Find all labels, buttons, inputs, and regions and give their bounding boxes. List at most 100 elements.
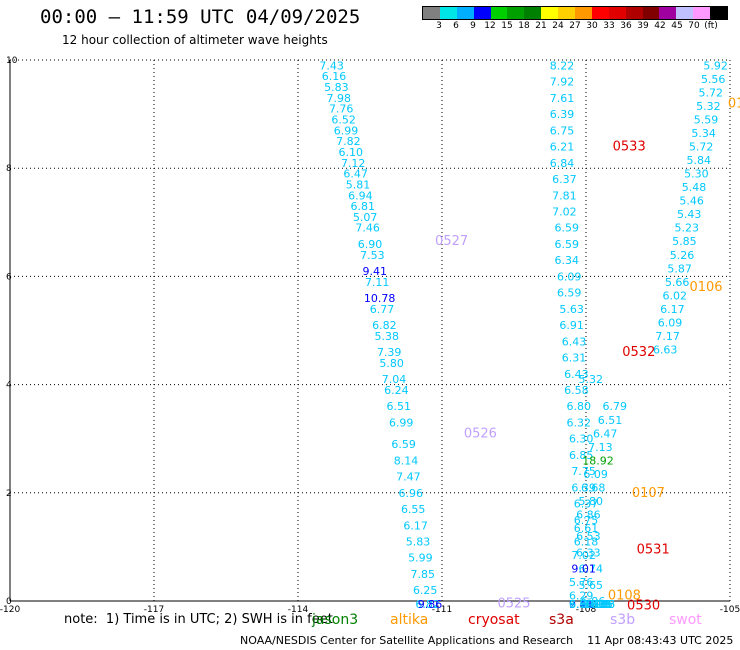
credit-line: NOAA/NESDIS Center for Satellite Applica…: [240, 634, 734, 647]
legend-swatch: [507, 7, 525, 19]
page-subtitle: 12 hour collection of altimeter wave hei…: [62, 33, 328, 47]
wave-height-label: 5.80: [579, 495, 604, 508]
wave-height-label: 6.31: [562, 352, 587, 365]
wave-height-label: 9.86: [418, 598, 443, 611]
wave-height-label: 5.83: [406, 535, 431, 548]
wave-height-label: 6.24: [384, 384, 409, 397]
x-tick-label: -120: [0, 605, 20, 615]
legend-swatch: [608, 7, 626, 19]
wave-height-label: 6.52: [331, 114, 356, 127]
wave-height-label: 6.02: [663, 289, 688, 302]
pass-time-label: 0106: [689, 280, 722, 295]
wave-height-label: 5.75: [588, 598, 613, 611]
wave-height-label: 6.37: [552, 173, 577, 186]
wave-height-label: 6.96: [399, 487, 424, 500]
legend-swatch: [558, 7, 576, 19]
pass-time-label: 0107: [632, 486, 665, 501]
wave-height-label: 9.41: [569, 598, 594, 611]
pass-time-label: 0533: [613, 140, 646, 155]
wave-height-label: 6.55: [401, 503, 426, 516]
wave-height-label: 5.56: [701, 73, 726, 86]
wave-height-label: 7.85: [411, 568, 436, 581]
wave-height-label: 7.13: [588, 441, 613, 454]
wave-height-label: 6.68: [581, 481, 606, 494]
x-tick-label: -108: [576, 605, 597, 615]
wave-height-label: 5.46: [679, 195, 704, 208]
wave-height-label: 6.82: [372, 319, 397, 332]
wave-height-label: 7.43: [319, 59, 344, 72]
wave-height-label: 6.53: [576, 530, 601, 543]
color-legend-labels: 3 6 9 12 15 18 21 24 27 30 33 36 39 42 45 70 (ft): [422, 21, 728, 33]
wave-height-label: 7.46: [355, 222, 380, 235]
pass-time-label: 0530: [627, 598, 660, 613]
wave-height-label: 6.36: [591, 598, 616, 611]
wave-height-label: 6.99: [389, 416, 414, 429]
wave-height-label: 5.34: [691, 127, 716, 140]
wave-height-label: 5.26: [670, 249, 695, 262]
wave-height-label: 6.91: [559, 319, 584, 332]
legend-swatch: [541, 7, 559, 19]
legend-label: 36: [620, 21, 632, 31]
wave-height-label: 6.61: [574, 522, 599, 535]
satellite-name: cryosat: [468, 612, 520, 628]
legend-swatch: [693, 7, 711, 19]
wave-height-label: 6.39: [571, 481, 596, 494]
wave-height-label: 6.75: [550, 124, 575, 137]
wave-height-label: 9.41: [363, 265, 388, 278]
y-tick-label: 2: [6, 489, 12, 499]
wave-height-label: 6.51: [387, 400, 412, 413]
legend-swatch: [456, 7, 474, 19]
wave-height-label: 6.75: [574, 514, 599, 527]
pass-time-label: 0527: [435, 234, 468, 249]
wave-height-label: 7.04: [382, 373, 407, 386]
wave-height-label: 7.02: [552, 205, 577, 218]
legend-label: 18: [518, 21, 530, 31]
wave-height-label: 5.85: [672, 235, 697, 248]
legend-label: 12: [484, 21, 496, 31]
legend-label: 70: [688, 21, 700, 31]
satellite-name: altika: [390, 612, 429, 628]
wave-height-label: 6.51: [598, 414, 623, 427]
legend-label: 24: [552, 21, 564, 31]
wave-height-label: 6.86: [576, 508, 601, 521]
wave-height-label: 6.29: [569, 590, 594, 603]
wave-height-label: 6.30: [569, 433, 594, 446]
wave-height-label: 5.38: [375, 330, 400, 343]
wave-height-label: 5.43: [677, 208, 702, 221]
legend-swatch: [659, 7, 677, 19]
wave-height-label: 6.39: [550, 108, 575, 121]
pass-time-label: 0108: [608, 589, 641, 604]
wave-height-label: 6.59: [557, 287, 582, 300]
wave-height-label: 6.94: [348, 189, 373, 202]
wave-height-label: 6.09: [557, 270, 582, 283]
wave-height-label: 7.06: [588, 598, 613, 611]
legend-label: 9: [470, 21, 476, 31]
legend-swatch: [490, 7, 508, 19]
wave-height-label: 6.59: [555, 238, 580, 251]
legend-swatch: [423, 7, 440, 19]
wave-height-label: 5.80: [379, 357, 404, 370]
color-legend-bar: [422, 6, 728, 20]
y-tick-label: 6: [6, 272, 12, 282]
wave-height-label: 5.87: [667, 262, 692, 275]
wave-height-label: 5.48: [682, 181, 707, 194]
wave-height-label: 6.09: [658, 316, 683, 329]
wave-height-label: 7.39: [377, 346, 402, 359]
wave-height-label: 6.80: [567, 400, 592, 413]
wave-height-label: 6.90: [358, 238, 383, 251]
wave-height-label: 6.17: [660, 303, 685, 316]
wave-height-label: 18.92: [582, 454, 614, 467]
pass-time-label: 0531: [637, 543, 670, 558]
legend-label: 42: [654, 21, 666, 31]
wave-height-label: 5.83: [324, 81, 349, 94]
wave-height-label: 5.99: [408, 552, 433, 565]
wave-height-label: 6.96: [586, 598, 611, 611]
wave-height-label: 6.17: [403, 519, 428, 532]
wave-height-label: 8.22: [550, 59, 575, 72]
pass-time-label: 0526: [464, 426, 497, 441]
wave-height-label: 7.79: [569, 598, 594, 611]
legend-swatch: [625, 7, 643, 19]
pass-time-label: 0525: [497, 597, 530, 612]
x-tick-label: -117: [144, 605, 164, 615]
